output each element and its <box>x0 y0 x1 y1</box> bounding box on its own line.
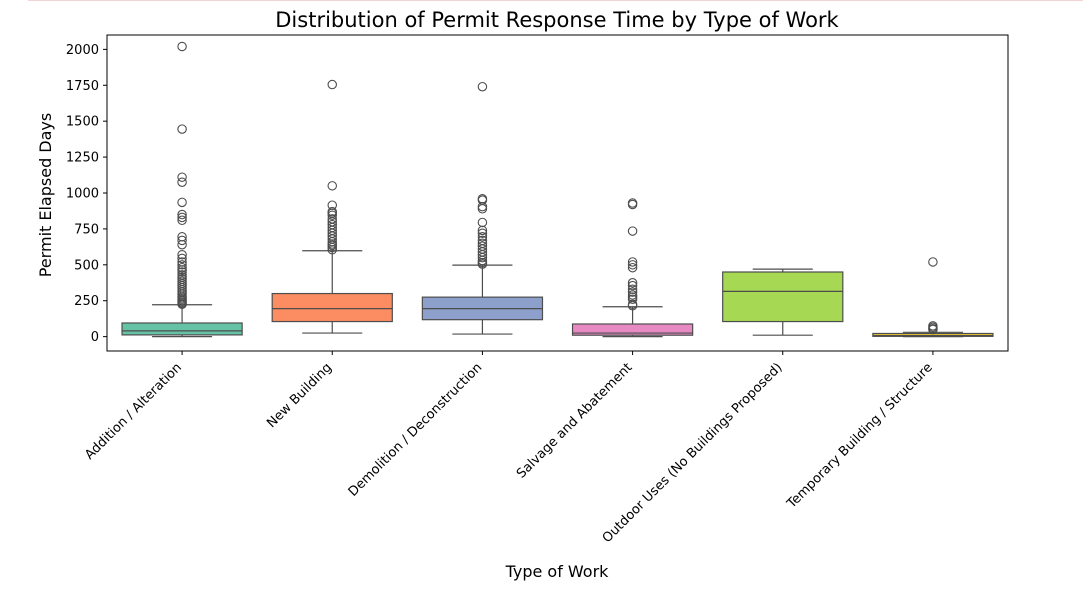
plot-frame <box>106 34 1009 352</box>
y-tick-label: 750 <box>74 222 99 237</box>
outlier-point <box>627 278 638 288</box>
box-group <box>271 79 393 334</box>
y-axis: 0 250 500 750 1000 1250 1500 1750 2000 <box>66 43 107 345</box>
outlier-point <box>627 226 638 236</box>
outlier-point <box>477 228 488 238</box>
outlier-point <box>627 280 638 291</box>
chart-title: Distribution of Permit Response Time by … <box>275 8 839 32</box>
outlier-point <box>327 181 337 191</box>
box-group <box>421 81 544 335</box>
outlier-point <box>177 172 187 182</box>
y-tick-label: 500 <box>74 258 99 273</box>
y-tick-label: 0 <box>91 330 99 345</box>
outlier-point <box>477 259 488 269</box>
y-tick-label: 1500 <box>66 115 99 130</box>
x-axis-label: Type of Work <box>505 562 610 581</box>
outlier-point <box>177 177 187 187</box>
y-tick-label: 1250 <box>66 151 99 166</box>
outlier-point <box>177 260 187 270</box>
y-axis-label: Permit Elapsed Days <box>36 113 55 277</box>
box-group <box>571 198 694 338</box>
outlier-point <box>177 209 187 220</box>
outlier-point <box>177 235 187 246</box>
x-tick-label: Outdoor Uses (No Buildings Proposed) <box>600 360 786 546</box>
outlier-point <box>928 257 938 267</box>
outlier-point <box>177 267 187 277</box>
box-group <box>872 257 994 338</box>
outlier-point <box>627 257 638 267</box>
outlier-point <box>177 124 187 134</box>
x-tick-label: Addition / Alteration <box>82 360 185 463</box>
outlier-point <box>177 41 187 52</box>
outlier-point <box>627 199 638 210</box>
outlier-point <box>327 210 337 221</box>
iqr-box <box>571 323 694 336</box>
x-tick-label: New Building <box>264 360 335 431</box>
plot-area <box>106 34 1009 352</box>
y-tick-label: 1750 <box>66 79 99 94</box>
outlier-point <box>627 260 638 270</box>
x-tick-label: Salvage and Abatement <box>514 360 635 481</box>
outlier-point <box>327 79 337 90</box>
box-group <box>121 41 243 338</box>
outlier-point <box>627 301 638 311</box>
outlier-point <box>928 324 938 335</box>
y-tick-label: 250 <box>74 294 99 309</box>
x-tick-label: Demolition / Deconstruction <box>346 360 485 499</box>
y-tick-label: 1000 <box>66 187 99 202</box>
outlier-point <box>177 239 187 250</box>
outlier-point <box>627 262 638 273</box>
iqr-box <box>722 271 844 323</box>
outlier-point <box>177 250 187 260</box>
outlier-point <box>327 244 337 255</box>
x-axis: Addition / Alteration New Building Demolit… <box>82 351 936 546</box>
outlier-point <box>177 215 187 226</box>
outlier-point <box>627 287 638 297</box>
outlier-point <box>177 197 187 208</box>
outlier-point <box>177 299 187 310</box>
outlier-point <box>627 294 638 305</box>
iqr-box <box>121 322 243 336</box>
y-tick-label: 2000 <box>66 43 99 58</box>
outlier-point <box>477 204 488 214</box>
iqr-box <box>271 292 393 323</box>
box-group <box>722 268 844 336</box>
outlier-point <box>477 225 488 236</box>
outlier-point <box>177 253 187 264</box>
outlier-point <box>177 212 187 223</box>
outlier-point <box>477 232 488 242</box>
outlier-point <box>477 252 488 263</box>
x-tick-label: Temporary Building / Structure <box>784 360 936 512</box>
outlier-point <box>477 81 488 92</box>
